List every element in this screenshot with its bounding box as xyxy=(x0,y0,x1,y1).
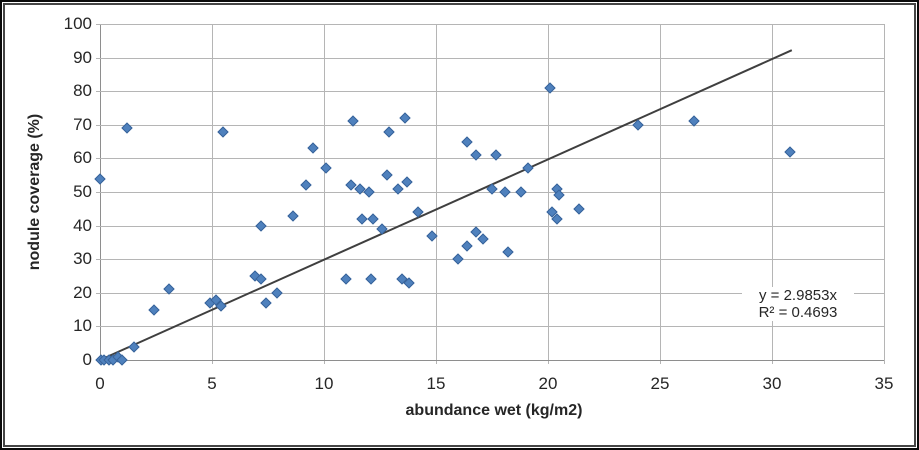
y-tick-label: 40 xyxy=(73,215,92,235)
gridline-horizontal xyxy=(96,225,884,227)
data-point xyxy=(477,233,489,245)
chart-canvas: 0 10 20 30 40 50 60 70 80 90 100 0 5 10 15 20 25 30 35 no… xyxy=(5,5,914,445)
data-point xyxy=(573,203,586,215)
gridline-vertical xyxy=(772,24,773,364)
gridline-vertical xyxy=(436,24,437,364)
data-point xyxy=(286,209,299,222)
y-tick-label: 100 xyxy=(63,14,92,33)
x-tick-label: 35 xyxy=(874,374,894,393)
gridline-vertical xyxy=(324,24,325,364)
y-tick-label: 70 xyxy=(73,114,92,134)
data-point xyxy=(398,112,411,124)
data-point xyxy=(356,213,368,225)
data-point xyxy=(452,253,465,265)
data-point xyxy=(461,135,474,148)
data-point xyxy=(148,303,160,316)
gridline-horizontal xyxy=(96,259,884,261)
plot-area xyxy=(94,24,885,366)
trendline xyxy=(99,49,793,361)
data-point xyxy=(271,287,283,299)
gridline-horizontal xyxy=(96,158,884,160)
gridline-vertical xyxy=(100,24,101,364)
data-point xyxy=(94,172,106,185)
gridline-horizontal xyxy=(96,24,884,25)
data-point xyxy=(307,142,319,154)
x-tick-label: 10 xyxy=(314,374,334,393)
data-point xyxy=(320,162,332,175)
data-point xyxy=(499,186,512,198)
gridline-horizontal xyxy=(96,326,884,328)
data-point xyxy=(383,125,395,138)
data-point xyxy=(365,273,377,286)
trendline-equation: y = 2.9853x R² = 0.4693 xyxy=(742,287,854,321)
y-tick-label: 50 xyxy=(73,182,92,201)
x-axis-title: abundance wet (kg/m2) xyxy=(405,402,583,419)
gridline-horizontal xyxy=(96,57,884,59)
data-point xyxy=(401,176,413,188)
data-point xyxy=(784,146,796,158)
x-tick-label: 15 xyxy=(426,374,446,393)
y-tick-label: 20 xyxy=(73,282,92,302)
data-point xyxy=(116,354,129,366)
data-point xyxy=(515,186,527,198)
data-point xyxy=(461,240,474,252)
y-tick-label: 90 xyxy=(73,47,92,67)
y-tick-label: 0 xyxy=(82,350,92,369)
data-point xyxy=(340,273,353,286)
x-tick-label: 5 xyxy=(207,374,217,393)
data-point xyxy=(260,297,272,309)
data-point xyxy=(502,246,514,259)
x-tick-label: 20 xyxy=(538,374,558,393)
gridline-horizontal xyxy=(96,292,884,294)
gridline-vertical xyxy=(884,24,885,364)
data-point xyxy=(255,273,267,286)
gridline-vertical xyxy=(212,24,213,364)
x-tick-label: 25 xyxy=(650,374,670,393)
y-axis-title: nodule coverage (%) xyxy=(26,113,43,271)
y-tick-label: 30 xyxy=(73,249,92,269)
r-squared-line: R² = 0.4693 xyxy=(758,304,838,321)
y-tick-label: 80 xyxy=(73,81,92,101)
data-point xyxy=(255,219,267,232)
data-point xyxy=(217,125,229,138)
x-tick-label: 0 xyxy=(95,374,105,393)
gridline-vertical xyxy=(660,24,661,364)
gridline-horizontal xyxy=(96,124,884,126)
y-tick-label: 10 xyxy=(73,316,92,336)
data-point xyxy=(381,169,393,181)
trendline-equation-line: y = 2.9853x xyxy=(759,287,837,304)
gridline-horizontal xyxy=(96,91,884,93)
y-tick-label: 60 xyxy=(73,148,92,168)
x-tick-label: 30 xyxy=(762,374,782,393)
data-point xyxy=(300,179,312,191)
gridline-vertical xyxy=(548,24,549,364)
gridline-horizontal xyxy=(96,360,884,361)
data-point xyxy=(367,213,379,225)
